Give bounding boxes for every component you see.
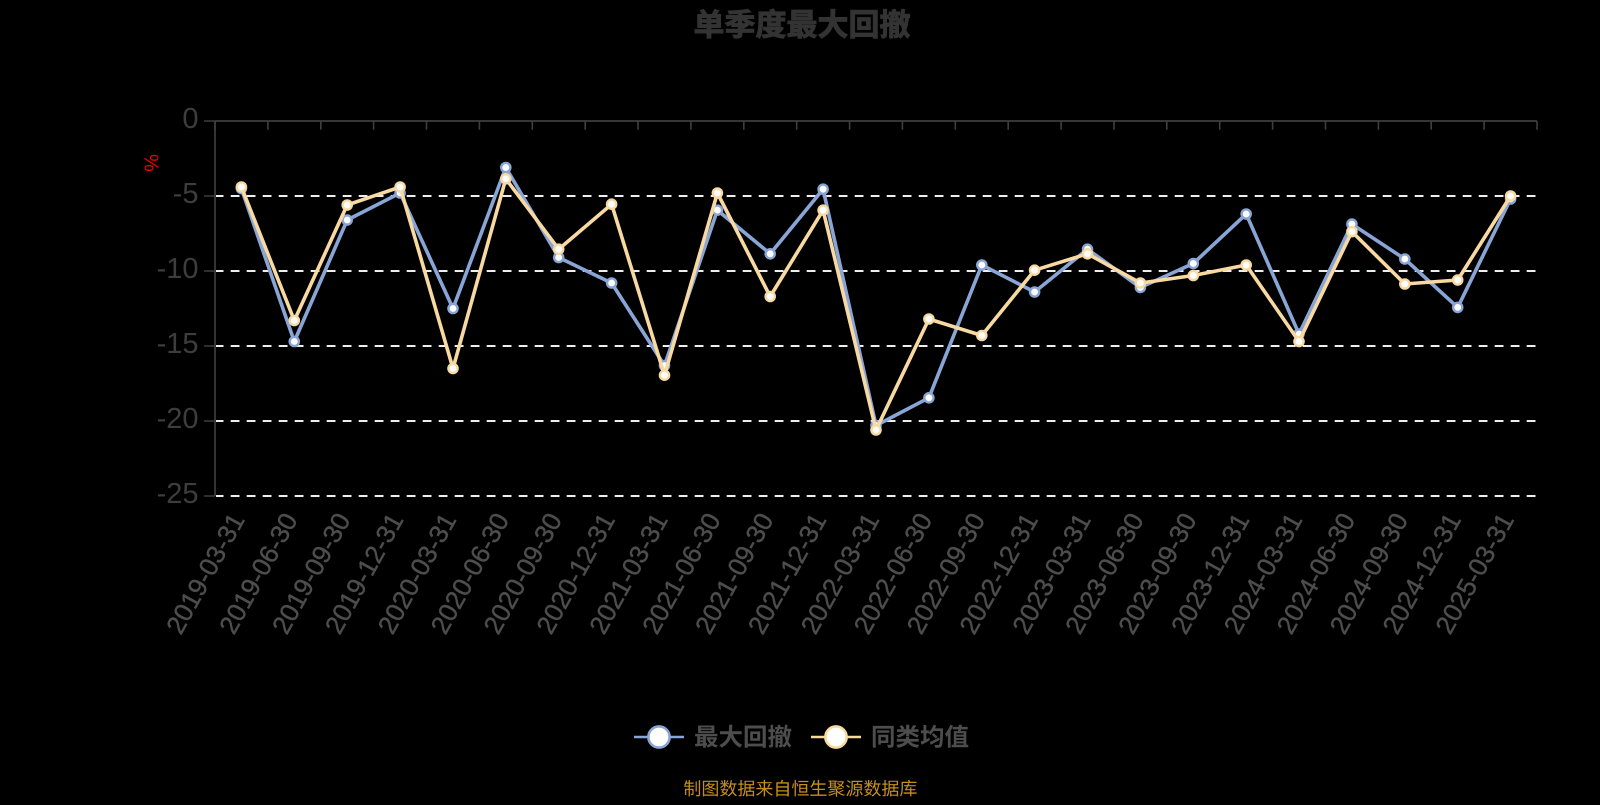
- svg-text:-10: -10: [157, 253, 199, 285]
- svg-text:-20: -20: [157, 403, 199, 435]
- svg-text:-15: -15: [157, 328, 199, 360]
- svg-text:-25: -25: [157, 478, 199, 510]
- svg-text:0: 0: [182, 103, 198, 135]
- svg-text:%: %: [140, 154, 162, 172]
- svg-text:-5: -5: [173, 178, 199, 210]
